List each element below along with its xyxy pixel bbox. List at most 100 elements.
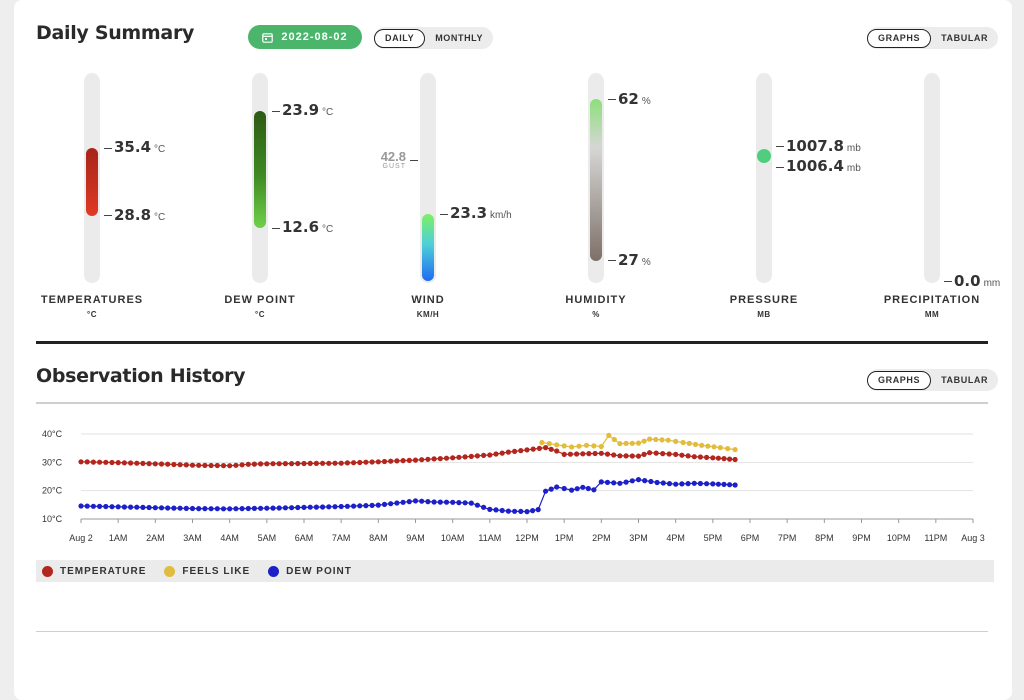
observation-chart[interactable]: 40°C 30°C 20°C 10°C Aug 2 1AM 2AM 3AM 4AM 5AM 6AM 7… [0, 410, 1024, 560]
temperature-gauge-fill [86, 148, 98, 216]
data-point [511, 448, 518, 454]
data-point [326, 460, 332, 466]
humidity-high-value: 62% [618, 90, 651, 108]
data-point [569, 444, 575, 450]
data-point [660, 451, 666, 457]
data-point [535, 507, 541, 513]
data-point [715, 455, 722, 461]
data-point [499, 507, 505, 514]
data-point [487, 506, 493, 512]
data-point [725, 446, 731, 452]
daily-toggle-option[interactable]: DAILY [374, 28, 426, 48]
x-tick-label: 5PM [704, 533, 723, 543]
x-tick-label: 3AM [183, 533, 202, 543]
data-point [629, 453, 635, 459]
data-point [375, 459, 381, 465]
data-point [653, 436, 659, 443]
data-point [697, 480, 704, 487]
data-point [518, 448, 524, 454]
data-point [388, 458, 394, 464]
data-point [270, 505, 276, 511]
data-point [524, 447, 530, 453]
legend-temperature[interactable]: TEMPERATURE [42, 565, 146, 577]
pressure-high-tick [776, 146, 784, 147]
data-point [90, 503, 96, 509]
legend-dew-point[interactable]: DEW POINT [268, 565, 352, 577]
history-graphs-option[interactable]: GRAPHS [867, 370, 932, 390]
data-point [233, 506, 239, 512]
data-point [189, 505, 196, 512]
pressure-gauge-track [756, 73, 772, 283]
data-point [691, 480, 697, 486]
data-point [598, 479, 604, 485]
pressure-label: PRESSURE MB [729, 294, 799, 319]
data-point [109, 504, 115, 510]
data-point [115, 504, 121, 510]
data-point [97, 503, 103, 509]
data-point [493, 451, 499, 457]
data-point [679, 481, 685, 487]
data-point [554, 484, 560, 490]
summary-tabular-option[interactable]: TABULAR [941, 33, 989, 43]
data-point [183, 505, 189, 511]
date-picker-button[interactable]: 2022-08-02 [248, 25, 362, 49]
data-point [666, 451, 672, 457]
data-point [381, 501, 388, 507]
data-point [567, 451, 574, 457]
dew-point-label: DEW POINT °C [224, 294, 296, 319]
data-point [431, 456, 437, 462]
data-point [505, 508, 511, 514]
data-point [103, 459, 109, 465]
temperature-label: TEMPERATURES °C [40, 294, 144, 319]
data-point [685, 453, 691, 459]
data-point [487, 452, 493, 458]
data-point [561, 443, 567, 449]
data-point [121, 460, 127, 466]
data-point [320, 460, 326, 466]
data-point [468, 453, 474, 459]
monthly-toggle-option[interactable]: MONTHLY [435, 33, 484, 43]
data-point [313, 460, 319, 466]
data-point [264, 461, 270, 467]
data-point [443, 499, 450, 505]
data-point [344, 503, 350, 509]
chart-legend: TEMPERATURE FEELS LIKE DEW POINT [36, 560, 994, 582]
data-point [699, 442, 705, 448]
data-point [721, 456, 727, 462]
data-point [258, 461, 264, 467]
summary-graphs-option[interactable]: GRAPHS [867, 28, 932, 48]
data-point [481, 452, 487, 458]
pressure-high-value: 1007.8 mb [786, 137, 861, 155]
data-point [103, 503, 109, 510]
data-point [647, 450, 653, 456]
temperature-high-value: 35.4 °C [114, 138, 166, 156]
data-point [301, 504, 307, 510]
data-point [648, 478, 654, 485]
data-point [208, 506, 214, 512]
x-tick-label: 7AM [332, 533, 351, 543]
data-point [320, 504, 326, 510]
data-point [140, 504, 146, 510]
calendar-icon [262, 32, 274, 43]
data-point [394, 500, 400, 506]
history-view-toggle: GRAPHS TABULAR [867, 369, 999, 391]
data-point [505, 449, 511, 455]
section-divider [36, 341, 988, 344]
data-point [400, 499, 406, 505]
data-point [307, 460, 313, 466]
data-point [591, 443, 597, 449]
history-tabular-option[interactable]: TABULAR [941, 375, 989, 385]
data-point [673, 481, 679, 487]
x-tick-label: 11AM [478, 533, 501, 543]
legend-feels-like[interactable]: FEELS LIKE [164, 565, 250, 577]
data-point [721, 481, 727, 487]
data-point [394, 458, 400, 464]
data-point [109, 459, 115, 466]
data-point [202, 506, 208, 512]
data-point [351, 503, 357, 509]
dew-point-high-value: 23.9 °C [282, 101, 334, 119]
data-point [543, 488, 549, 494]
wind-label: WIND KM/H [411, 294, 445, 319]
data-point [363, 503, 369, 509]
data-point [78, 459, 84, 465]
